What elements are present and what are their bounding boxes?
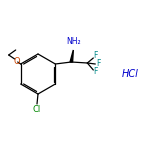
Text: HCl: HCl [122,69,138,79]
Text: F: F [93,52,98,60]
Polygon shape [70,50,73,62]
Text: Cl: Cl [33,105,41,114]
Text: F: F [93,67,98,76]
Text: F: F [96,59,100,69]
Text: NH₂: NH₂ [66,37,81,46]
Text: O: O [13,57,20,66]
